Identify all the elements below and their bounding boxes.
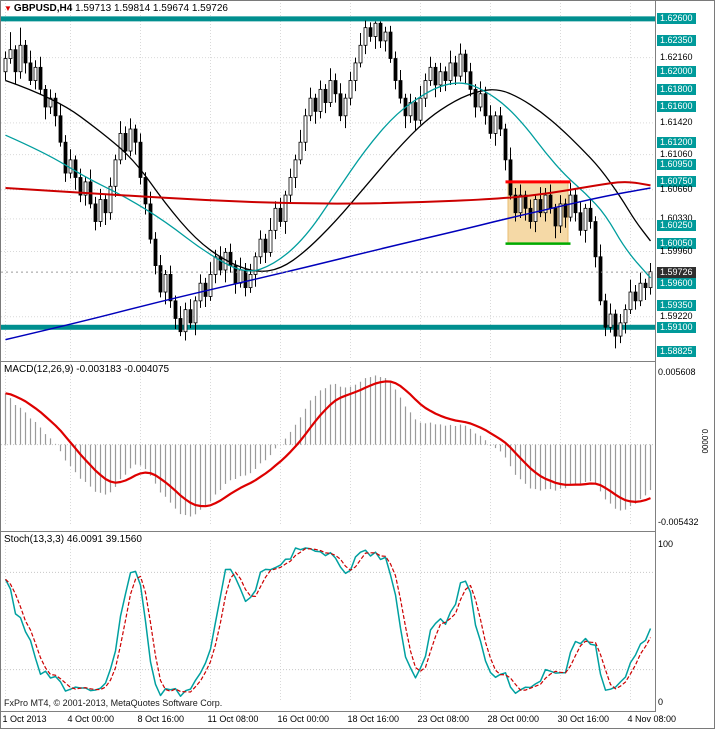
panel-separator[interactable] (1, 361, 714, 362)
price-label: 1.61200 (657, 136, 696, 148)
macd-scale-min: -0.005432 (658, 517, 699, 527)
macd-scale-max: 0.005608 (658, 367, 696, 377)
symbol-timeframe: GBPUSD,H4 (13, 3, 73, 14)
stoch-scale-max: 100 (658, 539, 674, 549)
price-label: 1.61800 (657, 83, 696, 95)
panel-separator[interactable] (1, 531, 714, 532)
price-label: 1.62600 (657, 13, 696, 25)
macd-panel[interactable]: MACD(12,26,9) -0.003183 -0.004075 (1, 362, 655, 531)
price-label: 1.58825 (657, 346, 696, 357)
macd-name: MACD(12,26,9) (4, 364, 74, 375)
price-scale[interactable]: 0.005608 0.0000 -0.005432 100 0 1.62600 1… (655, 1, 714, 712)
time-axis[interactable]: 1 Oct 2013 4 Oct 00:00 8 Oct 16:00 11 Oct 0… (1, 712, 714, 728)
time-label: 23 Oct 08:00 (417, 714, 470, 724)
time-label: 4 Nov 08:00 (627, 714, 677, 724)
time-label: 18 Oct 16:00 (347, 714, 400, 724)
stoch-label: Stoch(13,3,3) 46.0091 39.1560 (4, 534, 142, 545)
time-label: 16 Oct 00:00 (277, 714, 330, 724)
time-label: 28 Oct 00:00 (487, 714, 540, 724)
stochastic-panel[interactable]: Stoch(13,3,3) 46.0091 39.1560 FxPro MT4,… (1, 532, 655, 711)
price-label: 1.61600 (657, 101, 696, 113)
time-label: 8 Oct 16:00 (137, 714, 185, 724)
platform-copyright: FxPro MT4, © 2001-2013, MetaQuotes Softw… (4, 698, 223, 708)
stochastic-canvas[interactable] (1, 532, 655, 711)
stoch-values: 46.0091 39.1560 (66, 534, 142, 545)
ohlc-quote: 1.59713 1.59814 1.59674 1.59726 (75, 3, 228, 14)
time-label: 11 Oct 08:00 (207, 714, 259, 724)
macd-label: MACD(12,26,9) -0.003183 -0.004075 (4, 364, 169, 375)
price-chart-panel[interactable]: ▼ GBPUSD,H4 1.59713 1.59814 1.59674 1.597… (1, 1, 655, 362)
panel-separator[interactable] (1, 711, 714, 712)
price-label: 1.61060 (660, 149, 693, 160)
price-label: 1.59960 (660, 245, 693, 256)
time-label: 30 Oct 16:00 (557, 714, 610, 724)
symbol-marker-icon: ▼ (4, 4, 12, 13)
chart-title: ▼ GBPUSD,H4 1.59713 1.59814 1.59674 1.597… (4, 3, 228, 14)
price-label: 1.60950 (657, 158, 696, 170)
price-label: 1.59726 (657, 266, 696, 278)
stoch-scale-min: 0 (658, 697, 664, 707)
price-label: 1.62160 (660, 52, 693, 63)
price-label: 1.61420 (660, 117, 693, 128)
price-label: 1.59600 (657, 277, 696, 289)
macd-values: -0.003183 -0.004075 (76, 364, 170, 375)
macd-scale-zero: 0.0000 (700, 428, 709, 454)
price-label: 1.59350 (657, 299, 696, 311)
price-label: 1.60660 (660, 184, 693, 195)
price-label: 1.60050 (657, 238, 696, 250)
price-label: 1.59100 (657, 321, 696, 333)
macd-canvas[interactable] (1, 362, 655, 531)
price-chart-canvas[interactable] (1, 1, 655, 362)
price-label: 1.60330 (660, 213, 693, 224)
price-label: 1.62350 (657, 35, 696, 47)
time-label: 1 Oct 2013 (2, 714, 47, 724)
price-label: 1.60250 (657, 220, 696, 232)
stoch-name: Stoch(13,3,3) (4, 534, 65, 545)
time-label: 4 Oct 00:00 (67, 714, 115, 724)
price-label: 1.60750 (657, 176, 696, 188)
price-label: 1.59220 (660, 311, 693, 322)
price-label: 1.62000 (657, 66, 696, 78)
